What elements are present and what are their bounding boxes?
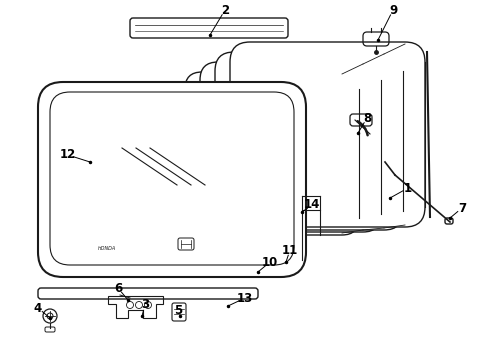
Text: 7: 7	[458, 202, 466, 215]
Circle shape	[145, 302, 151, 309]
Circle shape	[43, 309, 57, 323]
FancyBboxPatch shape	[230, 42, 425, 227]
Text: HONDA: HONDA	[98, 246, 116, 251]
Text: 13: 13	[237, 292, 253, 305]
Text: 5: 5	[174, 303, 182, 316]
Text: 14: 14	[304, 198, 320, 211]
Text: 2: 2	[221, 4, 229, 17]
Text: 10: 10	[262, 256, 278, 269]
FancyBboxPatch shape	[185, 72, 359, 235]
Text: 12: 12	[60, 148, 76, 162]
FancyBboxPatch shape	[38, 82, 306, 277]
FancyBboxPatch shape	[172, 303, 186, 321]
Text: 11: 11	[282, 243, 298, 256]
Circle shape	[126, 302, 133, 309]
Text: 1: 1	[404, 181, 412, 194]
Text: 3: 3	[141, 298, 149, 311]
FancyBboxPatch shape	[200, 62, 381, 232]
Text: 9: 9	[389, 4, 397, 17]
FancyBboxPatch shape	[215, 52, 403, 230]
Text: 8: 8	[363, 112, 371, 125]
Text: 6: 6	[114, 282, 122, 294]
Circle shape	[136, 302, 143, 309]
Text: 4: 4	[34, 302, 42, 315]
